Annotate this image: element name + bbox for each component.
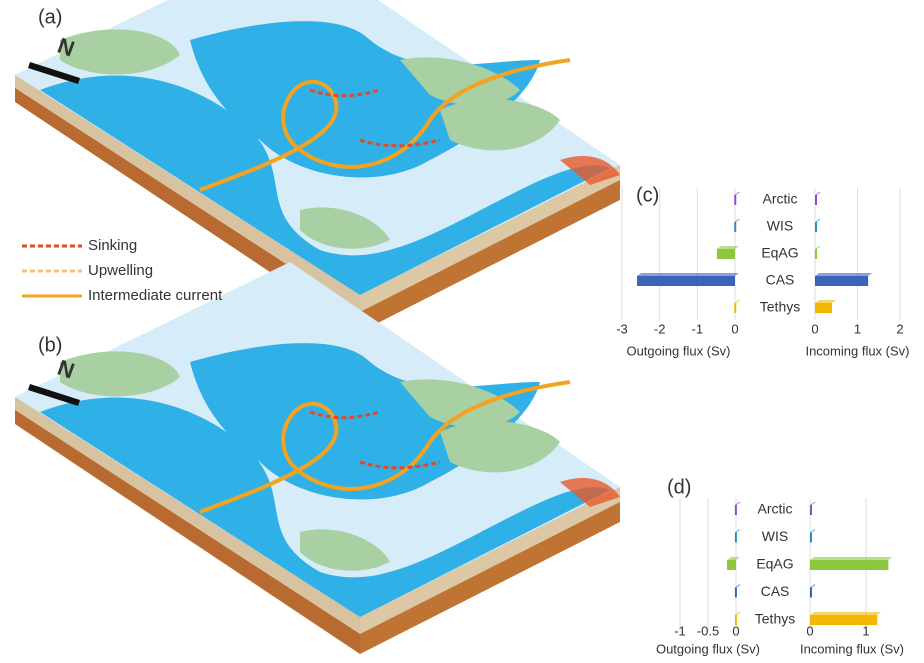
- bar-depth: [810, 529, 816, 533]
- x-axis-label: Incoming flux (Sv): [805, 343, 909, 358]
- x-tick-label: 2: [896, 321, 903, 336]
- bar-depth: [815, 219, 821, 222]
- bar-depth: [810, 557, 893, 560]
- legend: Sinking Upwelling Intermediate current: [22, 237, 223, 304]
- bar-depth: [734, 502, 741, 505]
- category-label: Arctic: [763, 191, 798, 207]
- bar: [734, 615, 737, 625]
- x-tick-label: -1: [692, 321, 704, 336]
- x-tick-label: 0: [732, 623, 739, 638]
- bar: [815, 303, 832, 313]
- bar-depth: [734, 219, 741, 222]
- bar-depth: [815, 246, 821, 249]
- bar-depth: [810, 584, 816, 588]
- bar: [810, 505, 812, 515]
- bar-depth: [734, 192, 741, 195]
- bar-depth: [815, 273, 873, 276]
- category-label: EqAG: [756, 556, 793, 572]
- bar-depth: [810, 612, 882, 615]
- legend-label: Intermediate current: [88, 287, 223, 304]
- block-diagram-b: [13, 260, 622, 656]
- bar: [815, 276, 869, 286]
- bar: [815, 195, 817, 205]
- bar: [734, 505, 737, 515]
- bar: [734, 222, 737, 232]
- category-label: EqAG: [761, 245, 798, 261]
- bar: [810, 560, 889, 570]
- legend-label: Upwelling: [88, 262, 153, 279]
- x-tick-label: 0: [806, 623, 813, 638]
- category-label: Tethys: [760, 299, 800, 315]
- x-axis-label: Outgoing flux (Sv): [656, 641, 760, 656]
- x-tick-label: -1: [674, 623, 686, 638]
- bar-depth: [727, 557, 740, 560]
- bar: [815, 222, 817, 232]
- panel-label: (c): [636, 184, 659, 206]
- x-tick-label: -3: [616, 321, 628, 336]
- category-label: WIS: [762, 528, 788, 544]
- legend-label: Sinking: [88, 237, 137, 254]
- category-label: Arctic: [758, 501, 793, 517]
- bar: [810, 615, 878, 625]
- bar: [810, 532, 812, 543]
- bar: [734, 532, 737, 543]
- x-axis-label: Outgoing flux (Sv): [626, 343, 730, 358]
- bar: [734, 195, 737, 205]
- bar-depth: [734, 300, 741, 303]
- bar: [815, 249, 817, 259]
- bar-depth: [637, 273, 739, 276]
- x-tick-label: 1: [862, 623, 869, 638]
- x-tick-label: 0: [811, 321, 818, 336]
- bar: [637, 276, 735, 286]
- bar-depth: [734, 612, 741, 615]
- x-tick-label: 0: [731, 321, 738, 336]
- bar: [810, 587, 812, 598]
- bar: [734, 303, 737, 313]
- x-tick-label: -2: [654, 321, 666, 336]
- x-tick-label: 1: [854, 321, 861, 336]
- category-label: CAS: [766, 272, 795, 288]
- category-label: WIS: [767, 218, 793, 234]
- bar-depth: [815, 192, 821, 195]
- bar: [734, 587, 737, 598]
- bar: [716, 249, 735, 259]
- bar-depth: [815, 300, 836, 303]
- bar-depth: [716, 246, 739, 249]
- panel-label: (a): [38, 6, 62, 28]
- bar-depth: [734, 584, 741, 588]
- bar-depth: [810, 502, 816, 505]
- panel-label: (d): [667, 476, 691, 498]
- bar: [727, 560, 736, 570]
- x-axis-label: Incoming flux (Sv): [800, 641, 904, 656]
- x-tick-label: -0.5: [697, 623, 719, 638]
- bar-depth: [734, 529, 741, 533]
- category-label: Tethys: [755, 611, 795, 627]
- panel-label: (b): [38, 334, 62, 356]
- category-label: CAS: [761, 583, 790, 599]
